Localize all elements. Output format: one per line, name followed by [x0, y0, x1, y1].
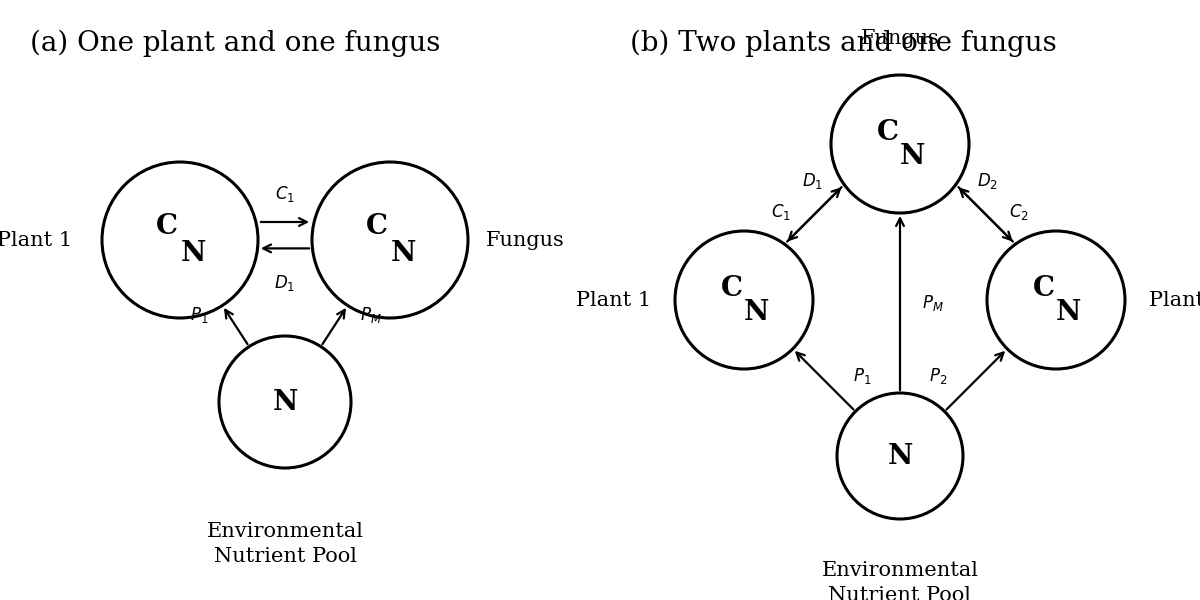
Text: $\mathit{D}_{1}$: $\mathit{D}_{1}$	[802, 171, 823, 191]
Text: Plant 1: Plant 1	[0, 230, 72, 250]
Circle shape	[830, 75, 970, 213]
Text: $\mathit{C}_{2}$: $\mathit{C}_{2}$	[1009, 202, 1028, 222]
Text: N: N	[899, 142, 925, 169]
Text: $\mathit{P}_{M}$: $\mathit{P}_{M}$	[360, 305, 382, 325]
Text: N: N	[180, 240, 206, 266]
Text: $\mathit{D}_{2}$: $\mathit{D}_{2}$	[977, 171, 998, 191]
Circle shape	[674, 231, 814, 369]
Text: C: C	[721, 275, 743, 301]
Text: $\mathit{C}_{1}$: $\mathit{C}_{1}$	[770, 202, 791, 222]
Circle shape	[102, 162, 258, 318]
Text: $\mathit{P}_{1}$: $\mathit{P}_{1}$	[191, 305, 209, 325]
Text: N: N	[743, 298, 769, 325]
Text: N: N	[390, 240, 416, 266]
Text: C: C	[366, 213, 388, 240]
Text: (a) One plant and one fungus: (a) One plant and one fungus	[30, 30, 440, 58]
Text: C: C	[1033, 275, 1055, 301]
Text: Environmental
Nutrient Pool: Environmental Nutrient Pool	[206, 522, 364, 566]
Text: Plant 2: Plant 2	[1150, 290, 1200, 310]
Text: $\mathit{C}_{1}$: $\mathit{C}_{1}$	[275, 184, 295, 204]
Text: N: N	[887, 443, 913, 469]
Text: $\mathit{P}_{2}$: $\mathit{P}_{2}$	[929, 365, 947, 386]
Text: Fungus: Fungus	[860, 29, 940, 48]
Circle shape	[986, 231, 1126, 369]
Text: (b) Two plants and one fungus: (b) Two plants and one fungus	[630, 30, 1057, 58]
Text: $\mathit{P}_{M}$: $\mathit{P}_{M}$	[922, 293, 944, 313]
Text: $\mathit{P}_{1}$: $\mathit{P}_{1}$	[853, 365, 871, 386]
Circle shape	[838, 393, 964, 519]
Text: C: C	[877, 118, 899, 145]
Text: $\mathit{D}_{1}$: $\mathit{D}_{1}$	[275, 273, 295, 293]
Text: C: C	[156, 213, 178, 240]
Text: Environmental
Nutrient Pool: Environmental Nutrient Pool	[822, 561, 978, 600]
Circle shape	[220, 336, 352, 468]
Text: Plant 1: Plant 1	[576, 290, 650, 310]
Text: Fungus: Fungus	[486, 230, 565, 250]
Text: N: N	[272, 389, 298, 415]
Text: N: N	[1055, 298, 1081, 325]
Circle shape	[312, 162, 468, 318]
